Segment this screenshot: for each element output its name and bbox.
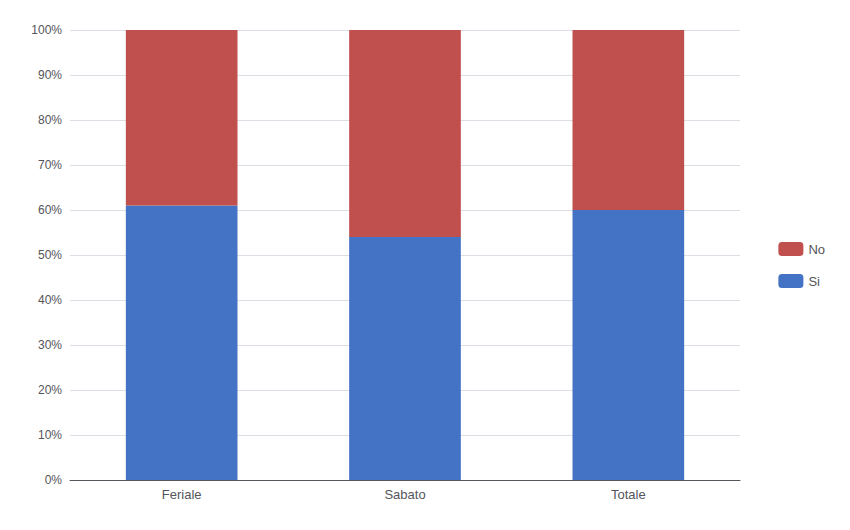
- svg-text:50%: 50%: [38, 248, 62, 262]
- svg-text:Totale: Totale: [611, 487, 646, 502]
- svg-text:20%: 20%: [38, 383, 62, 397]
- svg-text:40%: 40%: [38, 293, 62, 307]
- svg-text:70%: 70%: [38, 158, 62, 172]
- svg-text:30%: 30%: [38, 338, 62, 352]
- svg-text:10%: 10%: [38, 428, 62, 442]
- svg-text:Feriale: Feriale: [162, 487, 202, 502]
- svg-text:Si: Si: [808, 274, 820, 289]
- svg-text:0%: 0%: [45, 473, 63, 487]
- svg-text:No: No: [808, 242, 825, 257]
- svg-text:60%: 60%: [38, 203, 62, 217]
- svg-text:90%: 90%: [38, 68, 62, 82]
- svg-text:Sabato: Sabato: [384, 487, 425, 502]
- svg-text:100%: 100%: [31, 23, 62, 37]
- svg-text:80%: 80%: [38, 113, 62, 127]
